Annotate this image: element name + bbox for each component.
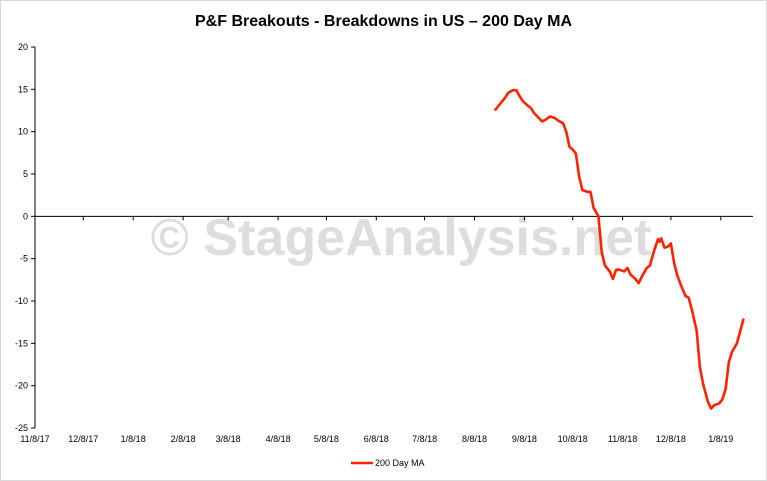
series-line-200-day-ma (494, 88, 745, 410)
chart-title: P&F Breakouts - Breakdowns in US – 200 D… (195, 13, 572, 30)
x-tick-label: 10/8/18 (558, 434, 588, 444)
x-tick-label: 4/8/18 (266, 434, 291, 444)
y-tick-label: -20 (15, 381, 28, 391)
x-tick-label: 11/8/17 (20, 434, 49, 444)
y-tick-label: 5 (23, 169, 28, 179)
legend-label: 200 Day MA (375, 458, 425, 468)
y-tick-label: -5 (20, 254, 28, 264)
x-tick-label: 6/8/18 (364, 434, 389, 444)
y-tick-label: -15 (15, 338, 28, 348)
x-tick-label: 1/8/18 (121, 434, 146, 444)
x-tick-label: 5/8/18 (314, 434, 339, 444)
x-tick-label: 12/8/18 (656, 434, 686, 444)
x-tick-label: 2/8/18 (171, 434, 196, 444)
y-tick-label: 0 (23, 211, 28, 221)
y-tick-label: 15 (18, 84, 28, 94)
y-tick-label: -25 (15, 423, 28, 433)
x-tick-label: 3/8/18 (216, 434, 241, 444)
y-tick-label: -10 (15, 296, 28, 306)
x-tick-label: 12/8/17 (68, 434, 98, 444)
y-tick-label: 20 (18, 42, 28, 52)
y-tick-label: 10 (18, 127, 28, 137)
x-tick-label: 11/8/18 (608, 434, 637, 444)
x-tick-label: 8/8/18 (462, 434, 487, 444)
x-tick-label: 7/8/18 (412, 434, 437, 444)
x-tick-label: 1/8/19 (708, 434, 733, 444)
x-tick-label: 9/8/18 (512, 434, 537, 444)
watermark-text: © StageAnalysis.net (151, 209, 652, 267)
